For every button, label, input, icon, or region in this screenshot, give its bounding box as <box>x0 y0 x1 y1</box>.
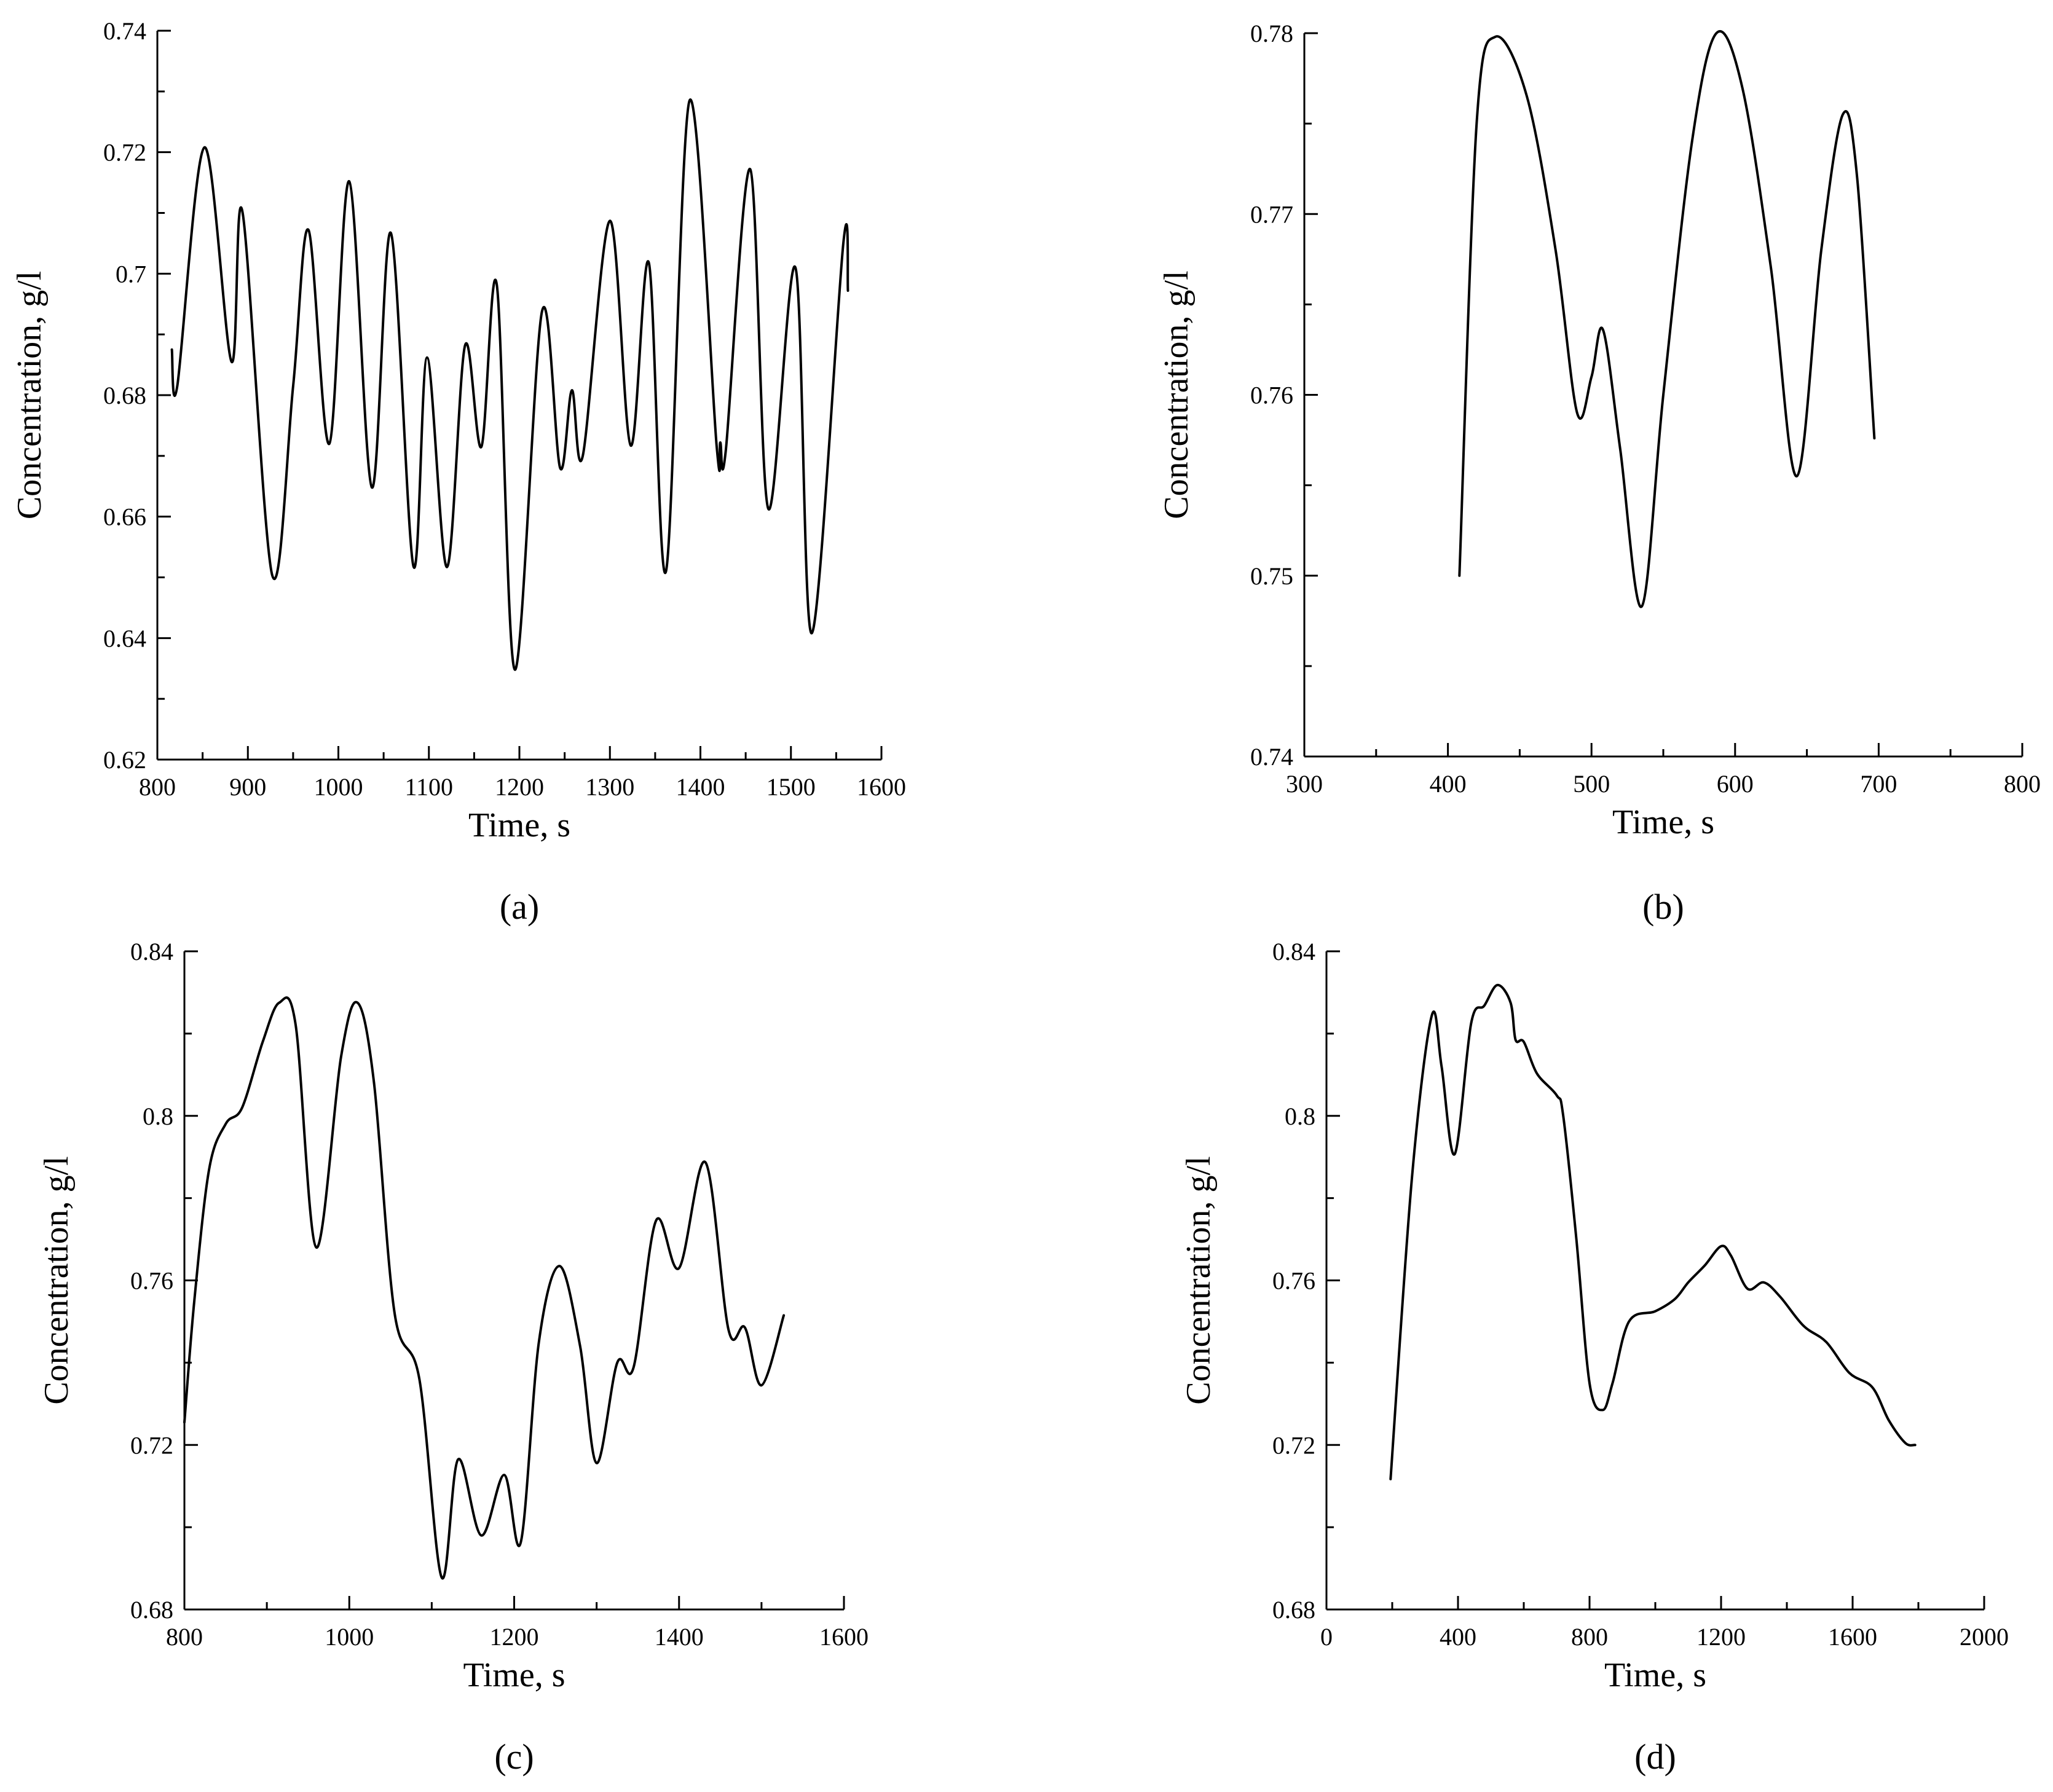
x-axis-title: Time, s <box>463 1656 565 1694</box>
y-axis-title: Concentration, g/l <box>1157 270 1196 519</box>
y-tick-label: 0.66 <box>103 503 146 531</box>
x-tick-label: 400 <box>1430 770 1467 798</box>
y-tick-label: 0.8 <box>143 1102 173 1130</box>
y-tick-label: 0.72 <box>130 1431 173 1459</box>
x-tick-label: 1200 <box>490 1623 539 1651</box>
x-tick-label: 1000 <box>314 773 363 801</box>
y-tick-label: 0.68 <box>103 382 146 409</box>
x-tick-label: 400 <box>1440 1623 1476 1651</box>
panel-label: (b) <box>1642 887 1684 927</box>
x-tick-label: 1200 <box>495 773 544 801</box>
y-tick-label: 0.62 <box>103 746 146 774</box>
series-line <box>170 98 849 671</box>
y-axis-title: Concentration, g/l <box>37 1156 76 1404</box>
panel-label: (a) <box>500 887 539 927</box>
x-tick-label: 1600 <box>819 1623 869 1651</box>
chart-panel-b: 300 400 500 600 700 800 0.74 0.75 0.76 0.77 0.78 Ti… <box>1157 20 2041 927</box>
x-tick-label: 1600 <box>857 773 906 801</box>
y-tick-label: 0.76 <box>1250 382 1293 409</box>
x-tick-label: 300 <box>1286 770 1323 798</box>
y-tick-label: 0.8 <box>1285 1102 1315 1130</box>
panel-label: (d) <box>1634 1737 1676 1777</box>
panel-label: (c) <box>494 1737 534 1777</box>
y-tick-label: 0.77 <box>1250 200 1293 228</box>
y-tick-label: 0.74 <box>1250 743 1293 771</box>
x-tick-label: 1400 <box>655 1623 704 1651</box>
x-tick-label: 1200 <box>1696 1623 1746 1651</box>
chart-panel-d: 0 400 800 1200 1600 2000 0.68 0.72 0.76 0.8 0.84 Ti… <box>1180 938 2009 1777</box>
y-tick-label: 0.76 <box>1272 1267 1315 1295</box>
series-line <box>1389 983 1917 1480</box>
x-tick-label: 500 <box>1573 770 1610 798</box>
x-tick-label: 2000 <box>1960 1623 2009 1651</box>
series-line <box>1458 30 1876 608</box>
x-tick-label: 1300 <box>585 773 634 801</box>
y-tick-label: 0.72 <box>1272 1431 1315 1459</box>
x-tick-label: 800 <box>139 773 176 801</box>
x-tick-label: 800 <box>1571 1623 1608 1651</box>
y-tick-label: 0.78 <box>1250 20 1293 47</box>
series-line <box>183 996 786 1580</box>
x-tick-label: 600 <box>1717 770 1754 798</box>
y-tick-label: 0.76 <box>130 1267 173 1295</box>
chart-panel-c: 800 1000 1200 1400 1600 0.68 0.72 0.76 0.8 0.84 Ti… <box>37 938 869 1777</box>
x-axis-title: Time, s <box>1612 803 1714 841</box>
y-axis-title: Concentration, g/l <box>1180 1156 1218 1404</box>
y-tick-label: 0.74 <box>103 17 146 45</box>
y-tick-label: 0.64 <box>103 624 146 652</box>
x-tick-label: 1000 <box>325 1623 374 1651</box>
y-tick-label: 0.84 <box>130 938 173 965</box>
y-axis-title: Concentration, g/l <box>10 271 49 519</box>
x-tick-label: 0 <box>1320 1623 1333 1651</box>
x-tick-label: 1100 <box>404 773 453 801</box>
y-tick-label: 0.7 <box>116 260 146 288</box>
y-tick-label: 0.68 <box>1272 1596 1315 1624</box>
x-tick-label: 800 <box>166 1623 203 1651</box>
x-axis-title: Time, s <box>468 806 570 844</box>
x-tick-label: 900 <box>229 773 266 801</box>
y-tick-label: 0.72 <box>103 139 146 167</box>
x-tick-label: 1500 <box>766 773 816 801</box>
x-tick-label: 1400 <box>676 773 725 801</box>
chart-panel-a: 800 900 1000 1100 1200 1300 1400 1500 1600 0.62 0.… <box>10 17 906 927</box>
x-tick-label: 700 <box>1860 770 1897 798</box>
x-axis-title: Time, s <box>1604 1656 1706 1694</box>
y-tick-label: 0.68 <box>130 1596 173 1624</box>
x-tick-label: 1600 <box>1828 1623 1877 1651</box>
y-tick-label: 0.84 <box>1272 938 1315 965</box>
x-tick-label: 800 <box>2004 770 2041 798</box>
y-tick-label: 0.75 <box>1250 562 1293 590</box>
